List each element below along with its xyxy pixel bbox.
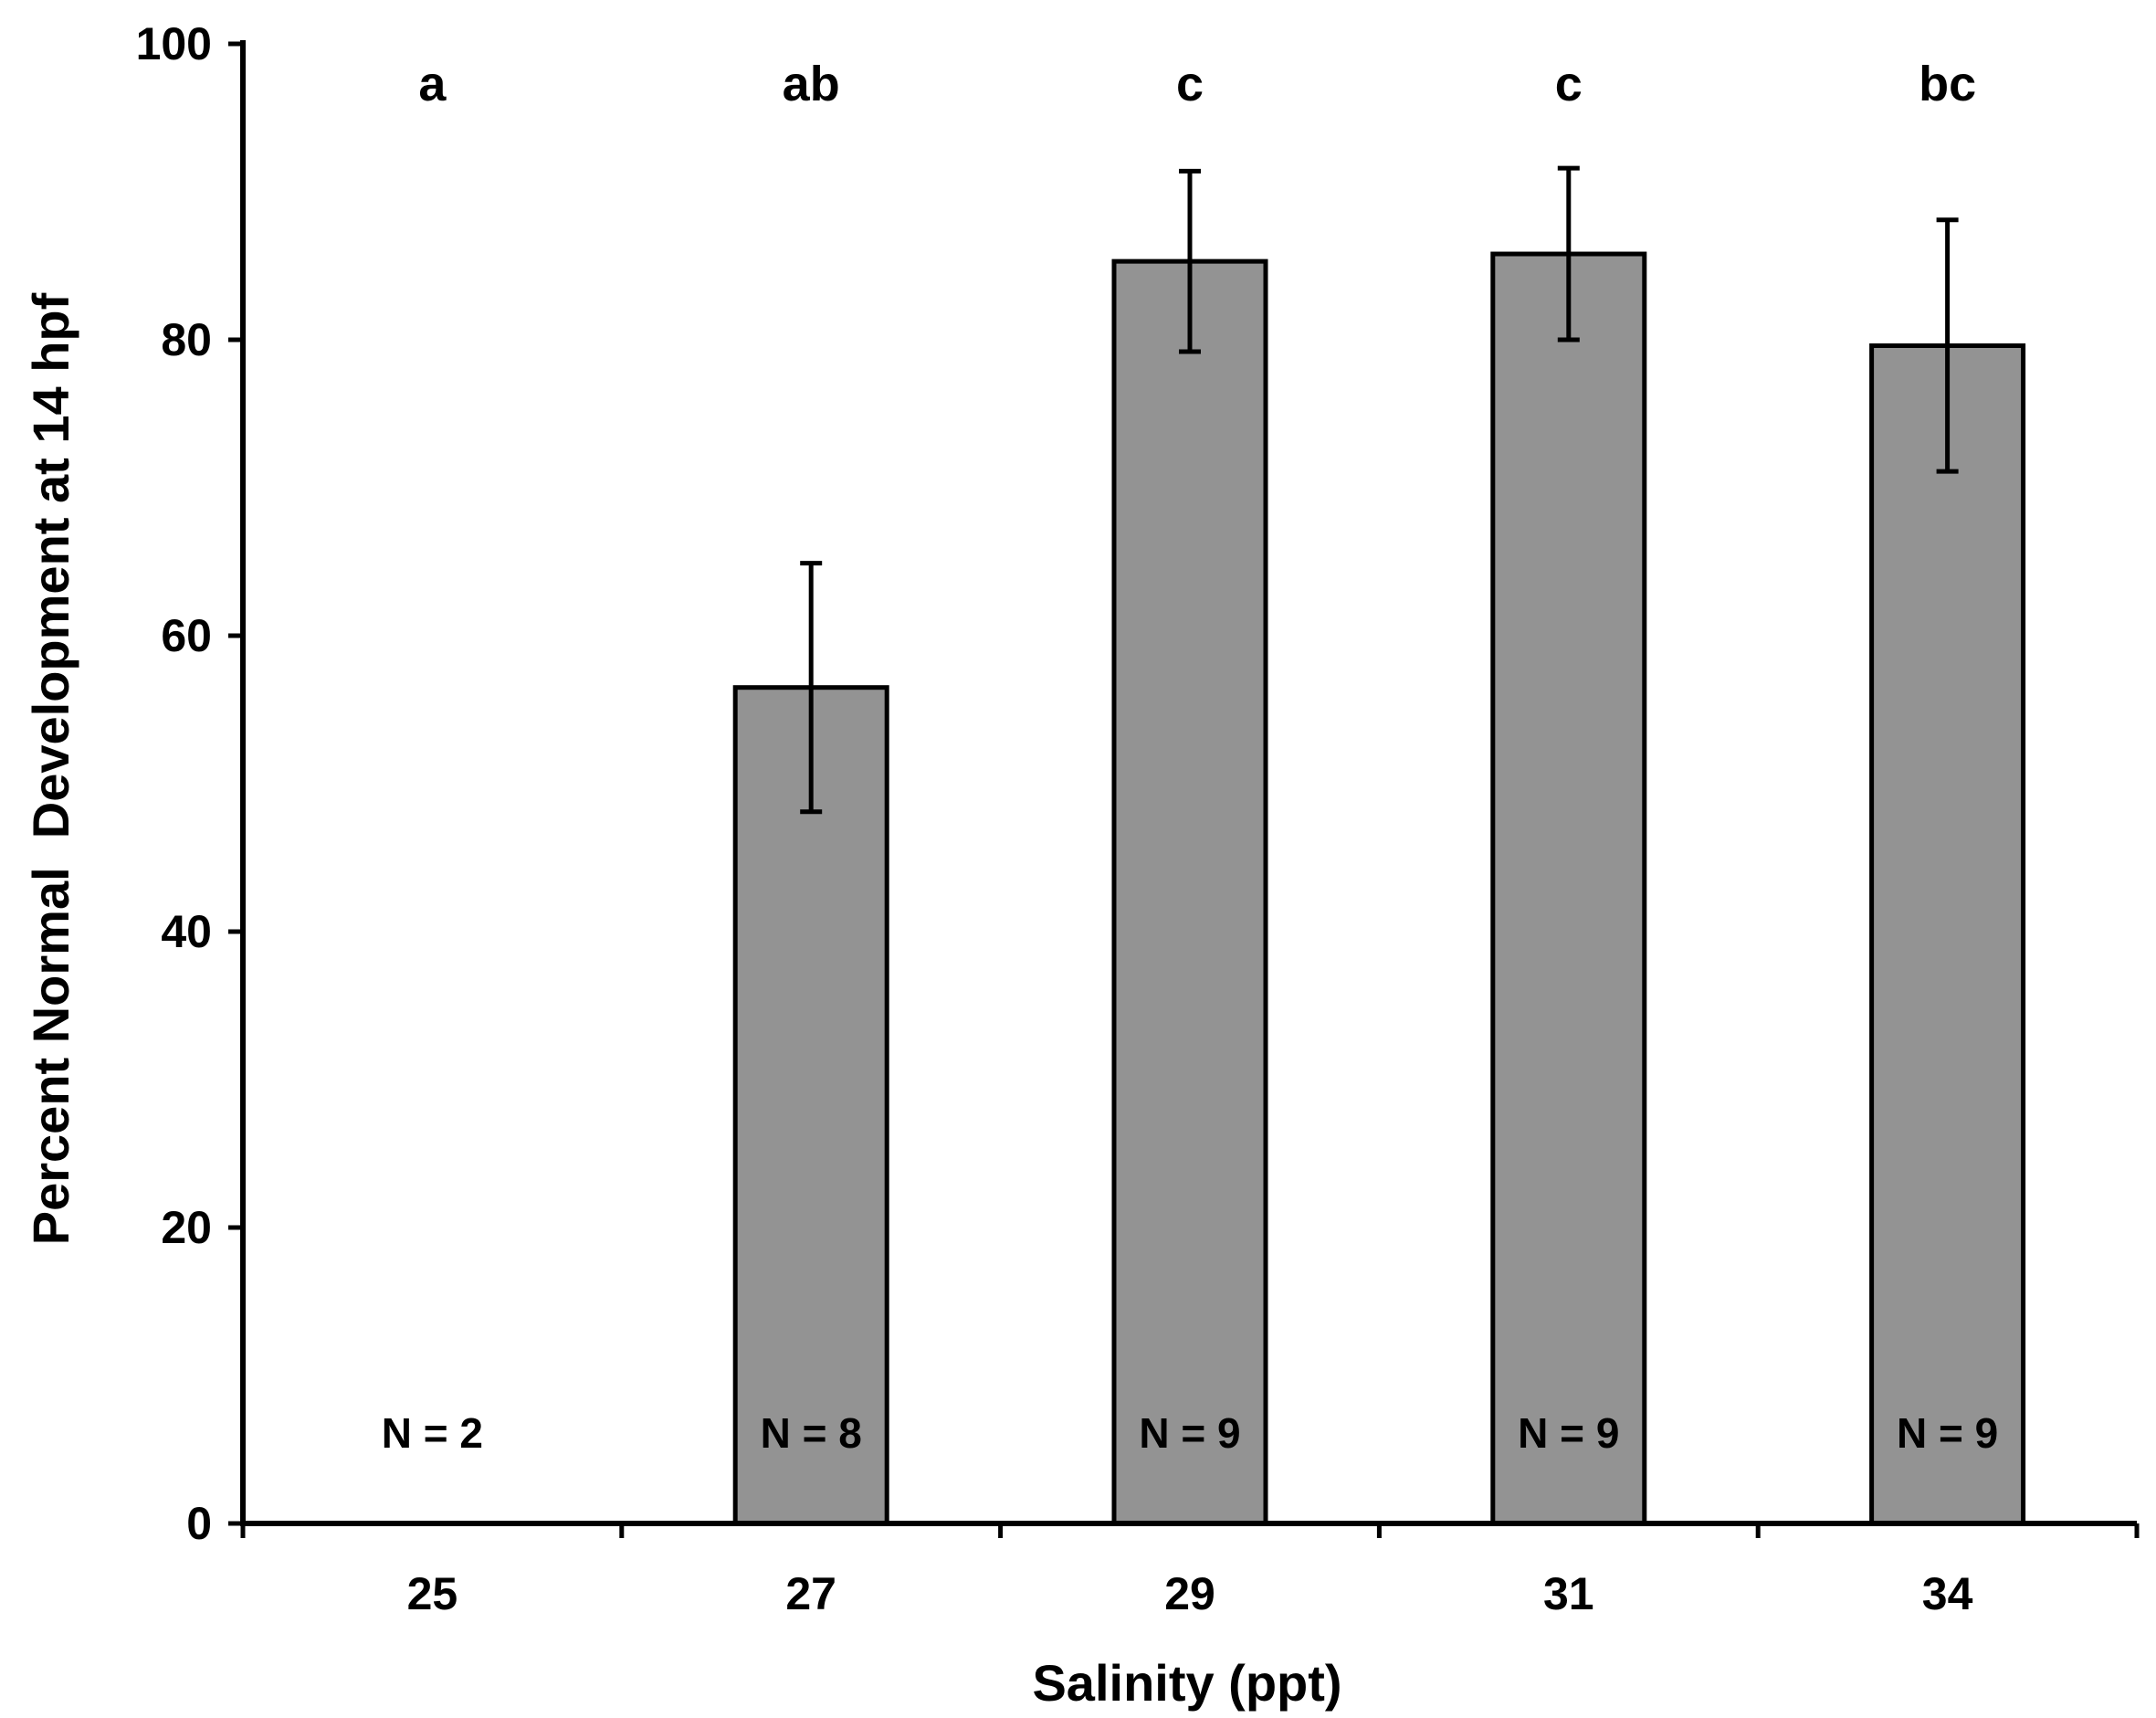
sample-size-label-25: N = 2: [382, 1409, 483, 1457]
x-axis-title: Salinity (ppt): [1032, 1654, 1341, 1712]
x-tick-label-25: 25: [407, 1568, 458, 1619]
y-tick-label-100: 100: [136, 18, 212, 69]
bar-34: [1869, 343, 2026, 1526]
x-tick-label-29: 29: [1164, 1568, 1215, 1619]
significance-letter-29: c: [1176, 57, 1204, 111]
y-tick-label-0: 0: [186, 1498, 212, 1549]
x-tick-label-31: 31: [1543, 1568, 1594, 1619]
sample-size-label-34: N = 9: [1897, 1409, 1998, 1457]
y-tick-label-80: 80: [161, 314, 212, 365]
y-axis-title: Percent Normal Development at 14 hpf: [22, 292, 79, 1245]
sample-size-label-31: N = 9: [1518, 1409, 1619, 1457]
sample-size-label-27: N = 8: [761, 1409, 862, 1457]
bar-29: [1111, 258, 1268, 1526]
significance-letter-25: a: [418, 57, 447, 111]
significance-letter-34: bc: [1919, 57, 1976, 111]
y-tick-label-20: 20: [161, 1202, 212, 1253]
x-tick-label-34: 34: [1922, 1568, 1973, 1619]
significance-letter-31: c: [1555, 57, 1583, 111]
bar-31: [1490, 251, 1647, 1526]
significance-letter-27: ab: [783, 57, 840, 111]
bar-27: [732, 685, 889, 1526]
labels-layer: a N = 2 25 ab N = 8 27 c N = 9 29 c N = 9 31 bc N = 9…: [136, 18, 1999, 1619]
y-tick-label-40: 40: [161, 906, 212, 957]
bars-layer: [732, 251, 2026, 1526]
y-tick-label-60: 60: [161, 610, 212, 661]
sample-size-label-29: N = 9: [1139, 1409, 1240, 1457]
error-bars-layer: [800, 165, 1959, 815]
axes-layer: [228, 40, 2140, 1538]
x-tick-label-27: 27: [785, 1568, 836, 1619]
